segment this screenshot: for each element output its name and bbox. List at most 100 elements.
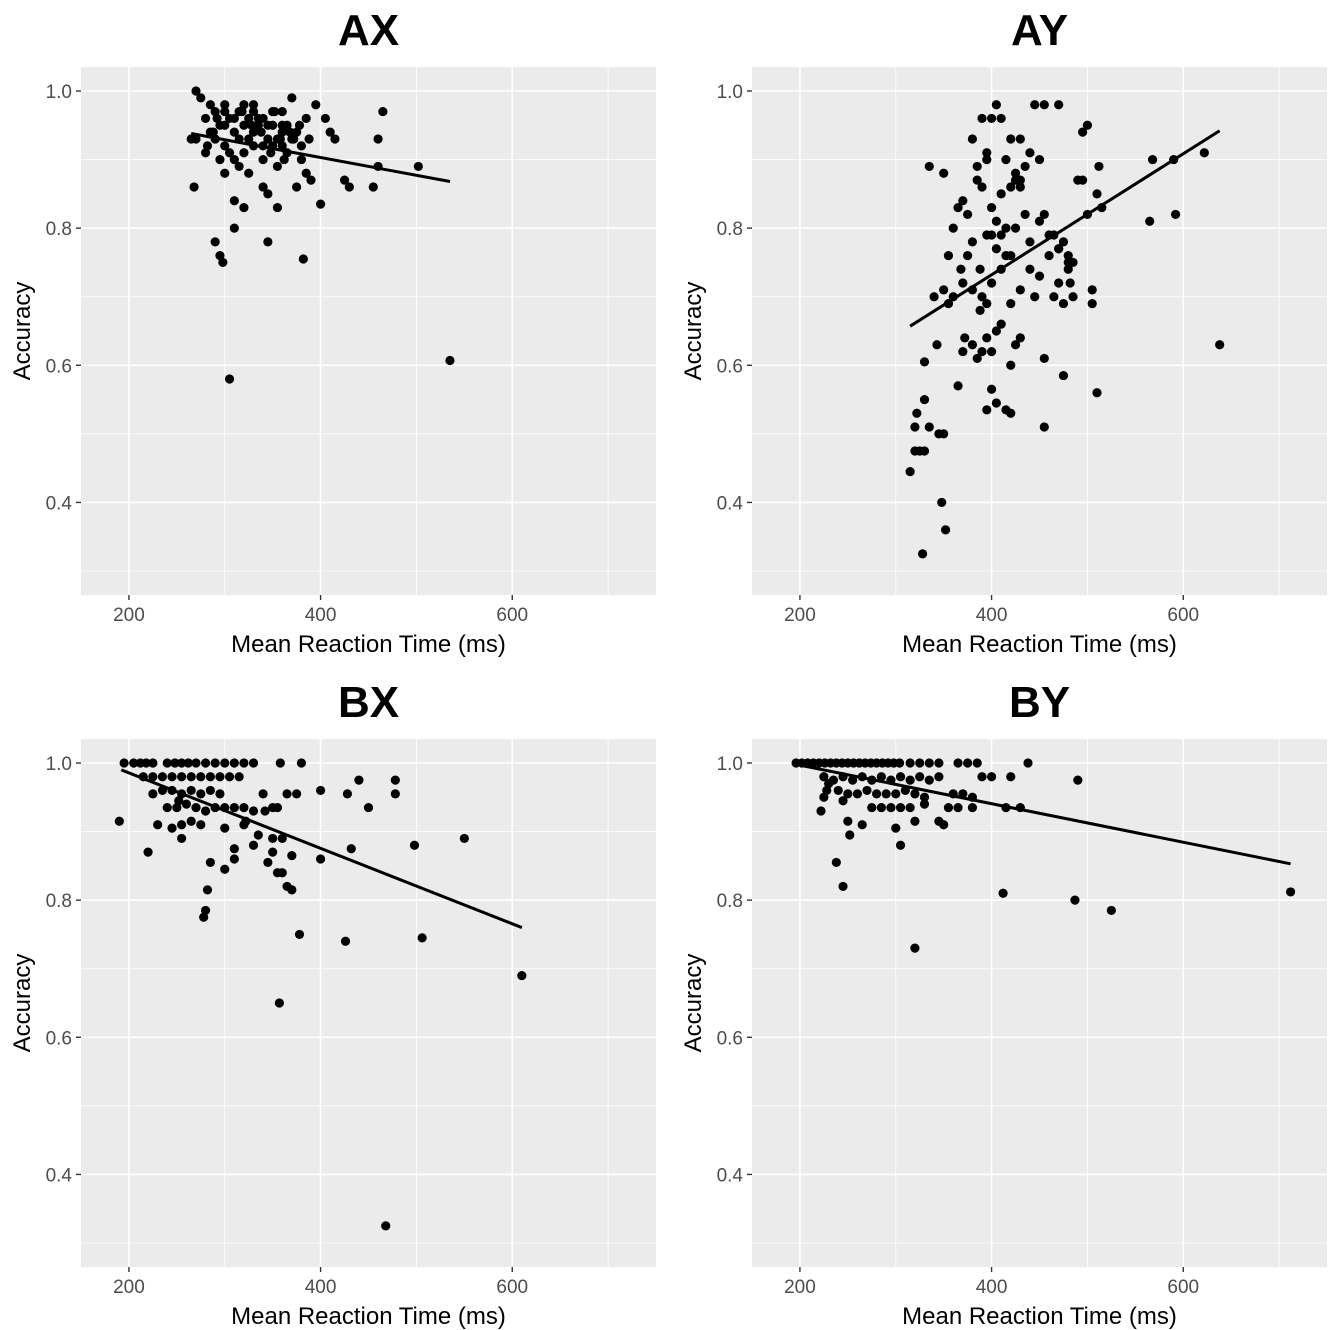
data-point	[177, 772, 187, 782]
data-point	[330, 134, 340, 144]
data-point	[224, 374, 235, 384]
data-point	[191, 758, 201, 768]
data-point	[274, 998, 284, 1008]
data-point	[272, 802, 283, 813]
data-point	[1010, 223, 1021, 233]
data-point	[237, 106, 247, 117]
data-point	[910, 816, 920, 826]
data-point	[822, 785, 832, 796]
data-point	[1020, 161, 1030, 172]
data-point	[315, 785, 326, 796]
data-point	[315, 854, 326, 864]
data-point	[881, 789, 891, 799]
data-point	[409, 840, 420, 850]
plot-area	[81, 67, 656, 595]
data-point	[229, 196, 239, 206]
data-point	[1015, 182, 1025, 192]
data-point	[1023, 758, 1033, 768]
data-point	[517, 970, 527, 981]
data-point	[301, 168, 311, 178]
y-tick-label: 0.8	[717, 891, 743, 912]
data-point	[958, 278, 968, 288]
data-point	[991, 326, 1001, 336]
x-tick-label: 200	[113, 605, 145, 626]
data-point	[229, 854, 239, 864]
data-point	[167, 772, 177, 782]
data-point	[1025, 264, 1035, 274]
data-point	[215, 154, 225, 165]
plot-area	[752, 739, 1327, 1267]
data-point	[413, 161, 423, 172]
data-point	[279, 154, 289, 165]
data-point	[244, 168, 254, 178]
data-point	[157, 772, 168, 782]
data-point	[205, 857, 215, 868]
data-point	[972, 758, 982, 768]
data-point	[239, 148, 249, 158]
data-point	[924, 422, 934, 432]
data-point	[258, 113, 268, 124]
data-point	[919, 792, 930, 802]
chart-title: BX	[338, 678, 399, 727]
x-tick-label: 400	[305, 1277, 337, 1298]
y-axis-label: Accuracy	[9, 954, 36, 1053]
data-point	[208, 127, 218, 137]
data-point	[239, 802, 249, 813]
data-point	[1054, 244, 1064, 254]
data-point	[929, 292, 939, 302]
data-point	[1010, 340, 1021, 350]
data-point	[1199, 148, 1209, 158]
data-point	[162, 802, 172, 813]
data-point	[1087, 298, 1097, 309]
data-point	[1063, 250, 1073, 261]
data-point	[977, 292, 987, 302]
data-point	[200, 758, 211, 768]
data-point	[819, 772, 829, 782]
data-point	[852, 789, 863, 799]
data-point	[282, 789, 292, 799]
x-tick-label: 400	[976, 1277, 1008, 1298]
data-point	[1054, 100, 1064, 110]
data-point	[996, 319, 1006, 329]
data-point	[939, 429, 949, 439]
data-point	[248, 100, 259, 110]
data-point	[1015, 285, 1025, 295]
data-point	[196, 93, 206, 103]
data-point	[378, 106, 388, 117]
data-point	[939, 820, 949, 830]
data-point	[876, 802, 886, 813]
data-point	[129, 758, 139, 768]
data-point	[390, 775, 400, 785]
data-point	[246, 120, 257, 130]
regression-line	[795, 762, 1291, 866]
data-point	[986, 278, 997, 288]
data-point	[958, 346, 968, 357]
plot-area	[81, 739, 656, 1267]
data-point	[1034, 154, 1045, 165]
data-point	[381, 1221, 391, 1231]
data-point	[258, 154, 268, 165]
data-point	[296, 758, 307, 768]
data-point	[924, 161, 934, 172]
data-point	[239, 758, 249, 768]
data-point	[186, 785, 196, 796]
data-point	[191, 802, 201, 813]
data-point	[905, 466, 915, 477]
data-point	[919, 799, 930, 809]
data-point	[220, 823, 230, 833]
data-point	[1006, 250, 1016, 261]
data-point	[1034, 271, 1045, 281]
data-point	[220, 100, 230, 110]
data-point	[277, 868, 287, 878]
data-point	[1147, 154, 1158, 165]
data-point	[996, 230, 1006, 240]
data-point	[1049, 292, 1059, 302]
data-point	[354, 775, 364, 785]
data-point	[141, 758, 151, 768]
chart-panel-bx: BX 200 400 600 0.4 0.6 0.8 1.0 Mean Reaction Tim…	[9, 678, 656, 1330]
data-point	[953, 758, 963, 768]
data-point	[189, 182, 199, 192]
chart-panel-ax: AX 200 400 600 0.4 0.6 0.8 1.0 Mean Reaction Tim…	[9, 6, 656, 658]
data-point	[867, 802, 877, 813]
y-tick-label: 0.6	[46, 1028, 72, 1049]
